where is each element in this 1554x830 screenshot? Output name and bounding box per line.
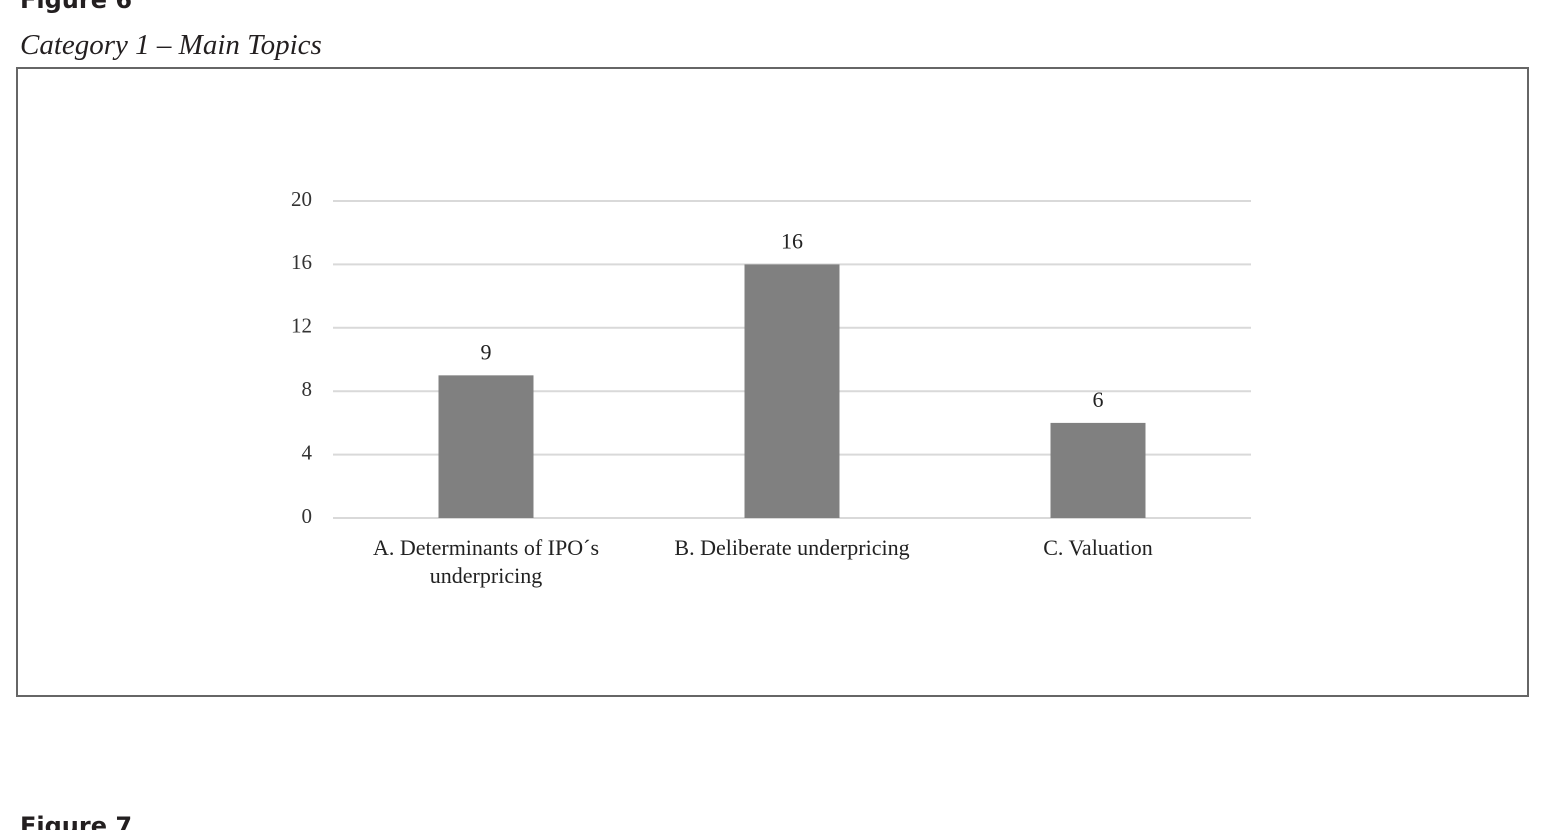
value-label: 9	[481, 339, 492, 364]
y-tick-label: 20	[291, 187, 312, 211]
y-tick-label: 0	[302, 504, 313, 528]
x-tick-label: B. Deliberate underpricing	[674, 535, 910, 560]
bar	[438, 375, 534, 518]
bar	[1050, 422, 1146, 518]
y-tick-label: 16	[291, 250, 312, 274]
figure-label: Figure 6	[20, 0, 132, 14]
x-tick-label: C. Valuation	[1043, 535, 1153, 560]
y-tick-label: 8	[302, 377, 313, 401]
y-tick-label: 4	[302, 440, 313, 464]
x-tick-label: A. Determinants of IPO´s underpricing	[372, 535, 600, 588]
next-figure-label: Figure 7	[20, 812, 132, 830]
chart-title: Category 1 – Main Topics	[20, 29, 322, 61]
chart-frame	[16, 67, 1529, 697]
y-tick-label: 12	[291, 314, 312, 338]
value-label: 16	[781, 228, 803, 253]
value-label: 6	[1093, 387, 1104, 412]
bar	[744, 264, 840, 518]
